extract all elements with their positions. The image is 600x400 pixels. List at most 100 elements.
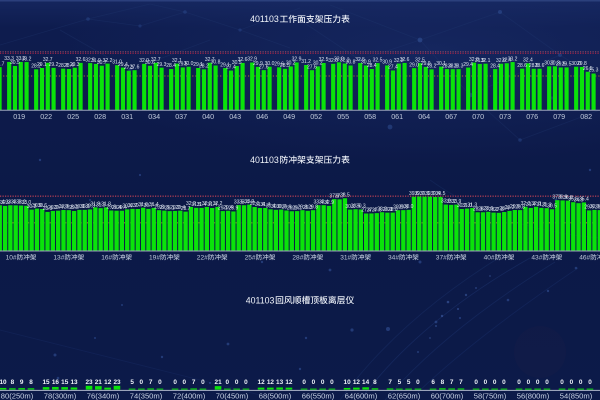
svg-text:10#: 10# (6, 255, 17, 262)
svg-text:049: 049 (283, 112, 295, 121)
svg-text:30.9: 30.9 (361, 60, 371, 66)
svg-text:29.8: 29.8 (393, 204, 403, 210)
svg-text:31.5: 31.5 (191, 202, 201, 208)
svg-text:29.9: 29.9 (253, 61, 263, 67)
svg-text:36.9: 36.9 (558, 195, 568, 201)
svg-text:13#: 13# (53, 255, 64, 262)
svg-text:32.9: 32.9 (247, 57, 257, 63)
svg-text:35.6: 35.6 (568, 196, 578, 202)
svg-text:37.1: 37.1 (552, 194, 562, 200)
svg-text:30.4: 30.4 (266, 204, 276, 210)
svg-text:30.0: 30.0 (75, 204, 85, 210)
svg-text:0: 0 (226, 379, 230, 386)
svg-text:0: 0 (201, 379, 205, 386)
svg-text:27.6: 27.6 (130, 64, 140, 70)
svg-text:30.5: 30.5 (351, 203, 361, 209)
svg-text:28.6: 28.6 (483, 206, 493, 212)
svg-text:32.2: 32.2 (103, 58, 113, 64)
svg-text:401103: 401103 (246, 295, 275, 305)
svg-text:31.0: 31.0 (462, 203, 472, 209)
svg-text:082: 082 (580, 112, 592, 121)
svg-text:401103: 401103 (250, 155, 279, 165)
svg-text:37.7: 37.7 (335, 194, 345, 200)
svg-text:33.3: 33.3 (11, 200, 21, 206)
svg-text:073: 073 (499, 112, 511, 121)
svg-text:0: 0 (312, 379, 316, 386)
svg-text:30.0: 30.0 (271, 204, 281, 210)
svg-text:29.6: 29.6 (274, 62, 284, 68)
svg-text:39.6: 39.6 (420, 191, 430, 197)
svg-text:32.7: 32.7 (151, 57, 161, 63)
svg-text:30.0: 30.0 (80, 204, 90, 210)
svg-text:32.3: 32.3 (521, 201, 531, 207)
svg-text:29.2: 29.2 (170, 205, 180, 211)
svg-text:27.3: 27.3 (124, 65, 134, 71)
svg-text:31.2: 31.2 (301, 59, 311, 65)
svg-text:39.7: 39.7 (414, 191, 424, 197)
svg-text:0: 0 (527, 379, 531, 386)
svg-text:33.4: 33.4 (0, 200, 5, 206)
svg-text:68(500m): 68(500m) (259, 391, 292, 400)
svg-text:29.4: 29.4 (112, 205, 122, 211)
svg-text:052: 052 (310, 112, 322, 121)
svg-text:32.5: 32.5 (373, 57, 383, 63)
svg-text:30.2: 30.2 (276, 204, 286, 210)
svg-text:30.0: 30.0 (590, 204, 600, 210)
svg-text:32.0: 32.0 (496, 58, 506, 64)
svg-text:32.4: 32.4 (502, 57, 512, 63)
svg-text:5: 5 (398, 379, 402, 386)
svg-text:29.8: 29.8 (298, 204, 308, 210)
svg-text:32.6: 32.6 (238, 57, 248, 63)
svg-text:12: 12 (258, 379, 266, 386)
svg-text:28.2: 28.2 (427, 64, 437, 70)
svg-text:29.8: 29.8 (64, 204, 74, 210)
svg-text:29.5: 29.5 (160, 205, 170, 211)
svg-text:40#: 40# (484, 255, 495, 262)
svg-text:29.2: 29.2 (69, 205, 79, 211)
svg-text:31.4: 31.4 (149, 202, 159, 208)
svg-text:28.4: 28.4 (490, 63, 500, 69)
svg-text:7: 7 (149, 379, 153, 386)
svg-text:32.5: 32.5 (415, 57, 425, 63)
svg-text:23: 23 (85, 379, 93, 386)
svg-text:27.8: 27.8 (494, 207, 504, 213)
svg-text:0: 0 (235, 379, 239, 386)
svg-text:30.0: 30.0 (184, 61, 194, 67)
svg-text:21: 21 (215, 379, 223, 386)
svg-text:30.9: 30.9 (32, 203, 42, 209)
svg-text:076: 076 (526, 112, 538, 121)
svg-text:32.2: 32.2 (202, 201, 212, 207)
svg-text:32.3: 32.3 (531, 201, 541, 207)
svg-text:0: 0 (545, 379, 549, 386)
svg-text:025: 025 (67, 112, 79, 121)
svg-text:29.5: 29.5 (562, 62, 572, 68)
svg-text:9: 9 (20, 379, 24, 386)
svg-text:0: 0 (474, 379, 478, 386)
svg-text:8: 8 (373, 379, 377, 386)
svg-text:031: 031 (121, 112, 133, 121)
svg-text:29.4: 29.4 (223, 205, 233, 211)
svg-text:064: 064 (418, 112, 430, 121)
svg-text:28.3: 28.3 (454, 63, 464, 69)
svg-text:28.2: 28.2 (199, 64, 209, 70)
svg-text:32.9: 32.9 (292, 57, 302, 63)
svg-text:10: 10 (344, 379, 352, 386)
svg-text:12: 12 (104, 379, 112, 386)
svg-text:70(450m): 70(450m) (216, 391, 249, 400)
svg-text:0: 0 (158, 379, 162, 386)
svg-text:33.4: 33.4 (6, 200, 16, 206)
svg-text:26.5: 26.5 (583, 66, 593, 72)
svg-text:28.4: 28.4 (499, 206, 509, 212)
svg-text:56(800m): 56(800m) (517, 391, 550, 400)
svg-text:30.4: 30.4 (122, 204, 132, 210)
svg-text:29.8: 29.8 (398, 204, 408, 210)
svg-text:15: 15 (61, 379, 69, 386)
svg-text:28.4: 28.4 (64, 63, 74, 69)
svg-text:12: 12 (353, 379, 361, 386)
svg-text:27.4: 27.4 (361, 208, 371, 214)
svg-text:28.0: 28.0 (489, 207, 499, 213)
svg-text:30.7: 30.7 (97, 60, 107, 66)
svg-text:32.9: 32.9 (0, 200, 10, 206)
svg-text:29.0: 29.0 (287, 206, 297, 212)
svg-text:64(600m): 64(600m) (345, 391, 378, 400)
